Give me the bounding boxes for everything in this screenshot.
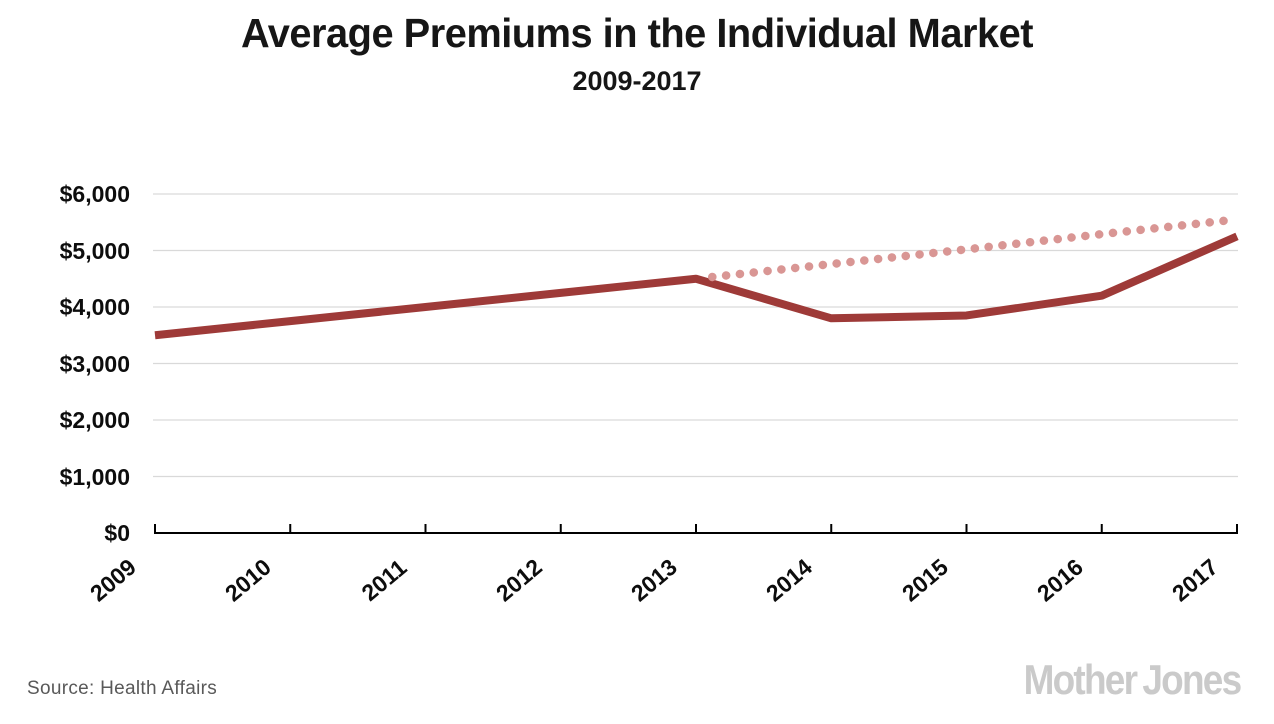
chart-subtitle: 2009-2017	[572, 66, 702, 96]
y-axis-tick-label: $5,000	[59, 237, 130, 264]
pre-aca-trend-projection-line	[707, 215, 1242, 282]
chart-title: Average Premiums in the Individual Marke…	[241, 10, 1033, 56]
y-axis-tick-label: $3,000	[59, 350, 130, 377]
y-axis-tick-label: $0	[104, 520, 130, 546]
y-axis-tick-label: $1,000	[59, 463, 130, 490]
actual-average-premium-line	[154, 232, 1239, 340]
y-axis-tick-label: $6,000	[59, 181, 130, 207]
source-note: Source: Health Affairs	[27, 678, 218, 699]
y-axis-tick-label: $2,000	[59, 407, 130, 433]
mother-jones-logo: Mother Jones	[1023, 656, 1242, 704]
logo-word-mother: Mother	[1023, 656, 1137, 703]
logo-word-jones: Jones	[1141, 656, 1242, 703]
y-axis-tick-label: $4,000	[59, 294, 130, 320]
